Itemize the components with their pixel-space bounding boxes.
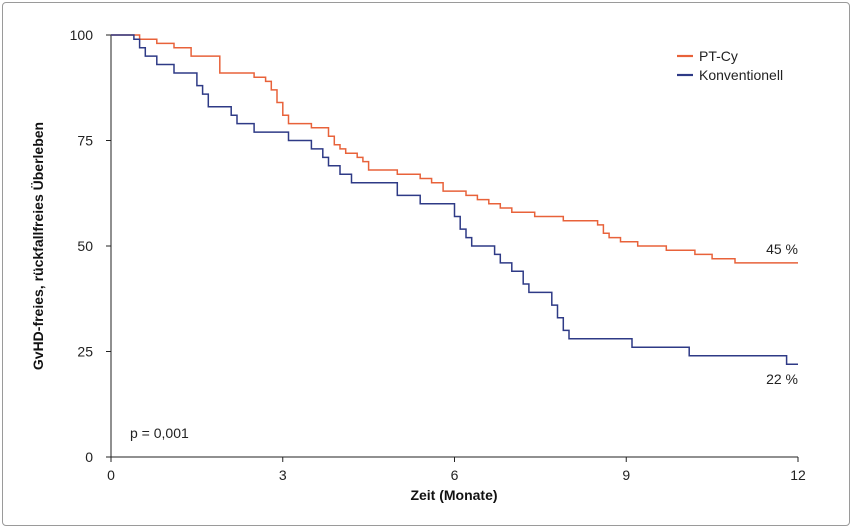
series-lines [111,34,798,365]
x-tick-label-9: 9 [622,467,630,483]
legend-label-konventionell: Konventionell [699,67,783,83]
p-value-label: p = 0,001 [130,425,189,441]
x-ticks: 0 3 6 9 12 [107,457,806,483]
x-tick-label-3: 3 [279,467,287,483]
y-tick-label-100: 100 [70,27,94,43]
y-tick-label-75: 75 [77,133,93,149]
end-label-pt-cy: 45 % [766,241,798,257]
series-line-pt-cy [111,34,798,264]
x-tick-label-6: 6 [451,467,459,483]
y-tick-label-25: 25 [77,344,93,360]
end-label-konventionell: 22 % [766,371,798,387]
x-tick-label-12: 12 [790,467,806,483]
axes [110,35,798,458]
y-axis-title: GvHD-freies, rückfallfreies Überleben [30,122,46,370]
legend-label-pt-cy: PT-Cy [699,48,738,64]
x-axis-title: Zeit (Monate) [410,487,497,503]
x-tick-label-0: 0 [107,467,115,483]
y-tick-label-0: 0 [85,449,93,465]
y-tick-label-50: 50 [77,238,93,254]
legend: PT-Cy Konventionell [677,48,783,83]
series-line-konventionell [111,34,798,365]
y-ticks: 0 25 50 75 100 [70,27,111,465]
